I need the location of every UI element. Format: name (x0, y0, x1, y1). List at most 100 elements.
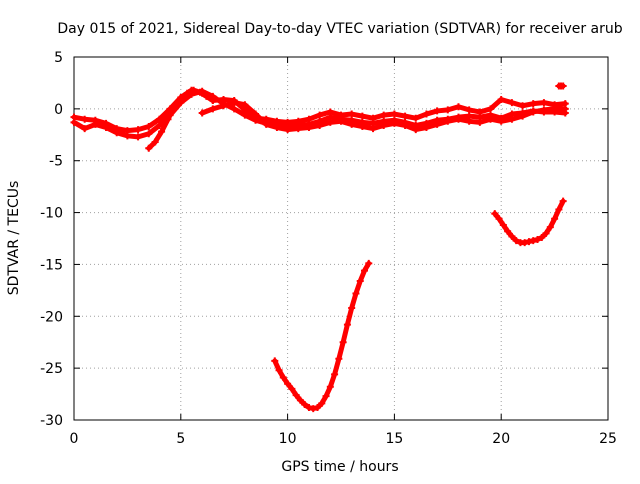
chart-title: Day 015 of 2021, Sidereal Day-to-day VTE… (57, 21, 622, 37)
data-point (145, 122, 153, 130)
data-point (412, 114, 420, 122)
data-point (301, 400, 309, 408)
data-point (335, 355, 343, 363)
data-point (476, 118, 484, 126)
data-point (401, 112, 409, 120)
data-point (284, 380, 292, 388)
data-point (529, 100, 537, 108)
data-point (499, 221, 507, 229)
data-point (491, 210, 499, 218)
x-tick-label: 10 (279, 431, 297, 447)
data-point (358, 112, 366, 120)
data-point (369, 114, 377, 122)
data-point (348, 120, 356, 128)
data-point (454, 103, 462, 111)
data-point (444, 117, 452, 125)
data-point (81, 125, 89, 133)
data-point (495, 215, 503, 223)
axis-ticks (73, 56, 609, 421)
data-point (525, 238, 533, 246)
data-point (551, 215, 559, 223)
series-arc-left (145, 86, 217, 152)
data-point (155, 115, 163, 123)
series-main-band-c (198, 99, 569, 134)
series-dip-segment (271, 259, 373, 413)
data-point (326, 108, 334, 116)
data-point (284, 126, 292, 134)
data-point (316, 111, 324, 119)
data-point (454, 115, 462, 123)
y-tick-label: -5 (49, 154, 63, 170)
series-late-segment (491, 197, 567, 247)
data-point (134, 126, 142, 134)
data-point (356, 277, 364, 285)
x-axis-label: GPS time / hours (281, 459, 398, 475)
data-point (337, 117, 345, 125)
data-series (70, 82, 569, 413)
y-tick-label: -15 (40, 257, 63, 273)
data-point (559, 197, 567, 205)
data-point (487, 115, 495, 123)
data-point (230, 105, 238, 113)
data-point (521, 239, 529, 247)
data-point (81, 115, 89, 123)
data-point (252, 110, 260, 118)
data-point (275, 366, 283, 374)
data-point (422, 124, 430, 132)
data-point (542, 229, 550, 237)
data-point (322, 392, 330, 400)
data-point (529, 237, 537, 245)
data-point (145, 130, 153, 138)
data-point (123, 127, 131, 135)
x-tick-label: 5 (176, 431, 185, 447)
y-axis-label: SDTVAR / TECUs (6, 181, 22, 296)
data-point (198, 109, 206, 117)
data-point (390, 110, 398, 118)
data-point (241, 101, 249, 109)
data-point (508, 99, 516, 107)
data-point (433, 120, 441, 128)
data-point (390, 119, 398, 127)
data-point (151, 138, 159, 146)
data-point (196, 88, 204, 96)
x-tick-labels: 0 5 10 15 20 25 (70, 431, 617, 447)
y-tick-label: 0 (54, 102, 63, 118)
data-point (508, 115, 516, 123)
data-point (559, 82, 567, 90)
data-point (279, 373, 287, 381)
data-point (551, 105, 559, 113)
data-point (512, 237, 520, 245)
data-point (296, 396, 304, 404)
data-point (318, 399, 326, 407)
data-point (305, 115, 313, 123)
data-point (433, 107, 441, 115)
data-point (305, 404, 313, 412)
plot-frame (73, 56, 609, 421)
data-point (358, 122, 366, 130)
series-line (492, 198, 566, 246)
y-tick-label: -20 (40, 309, 63, 325)
data-point (497, 96, 505, 104)
data-point (134, 133, 142, 141)
data-point (540, 106, 548, 114)
data-point (102, 119, 110, 127)
data-point (337, 111, 345, 119)
data-point (271, 357, 279, 365)
data-point (158, 128, 166, 136)
data-point (190, 86, 198, 94)
y-tick-label: -10 (40, 206, 63, 222)
data-point (380, 111, 388, 119)
data-point (70, 113, 78, 121)
data-point (262, 120, 270, 128)
data-point (504, 227, 512, 235)
data-point (220, 102, 228, 110)
data-point (529, 108, 537, 116)
data-point (444, 106, 452, 114)
data-point (292, 391, 300, 399)
data-point (113, 125, 121, 133)
data-point (360, 267, 368, 275)
data-point (155, 121, 163, 129)
data-point (465, 117, 473, 125)
y-tick-labels: -30 -25 -20 -15 -10 -5 0 5 (40, 50, 63, 429)
